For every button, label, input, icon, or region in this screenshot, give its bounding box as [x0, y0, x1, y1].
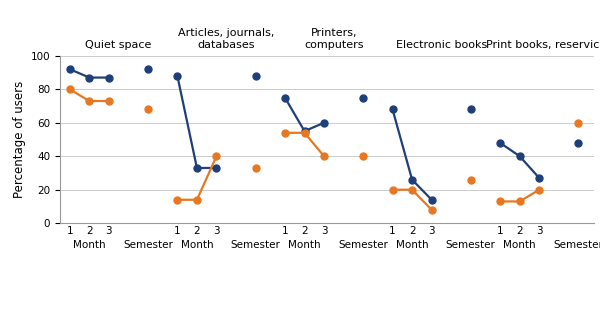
Text: Semester: Semester — [123, 240, 173, 250]
Text: Print books, reservices: Print books, reservices — [486, 40, 600, 50]
Text: Month: Month — [396, 240, 428, 250]
Text: Semester: Semester — [230, 240, 281, 250]
Text: Semester: Semester — [446, 240, 496, 250]
Text: Month: Month — [181, 240, 213, 250]
Text: Month: Month — [503, 240, 536, 250]
Text: Electronic books: Electronic books — [396, 40, 487, 50]
Text: Month: Month — [288, 240, 321, 250]
Text: Printers,
computers: Printers, computers — [304, 28, 364, 50]
Text: Semester: Semester — [338, 240, 388, 250]
Text: Articles, journals,
databases: Articles, journals, databases — [178, 28, 274, 50]
Y-axis label: Percentage of users: Percentage of users — [13, 81, 26, 198]
Text: Month: Month — [73, 240, 106, 250]
Text: Semester: Semester — [553, 240, 600, 250]
Text: Quiet space: Quiet space — [85, 40, 152, 50]
